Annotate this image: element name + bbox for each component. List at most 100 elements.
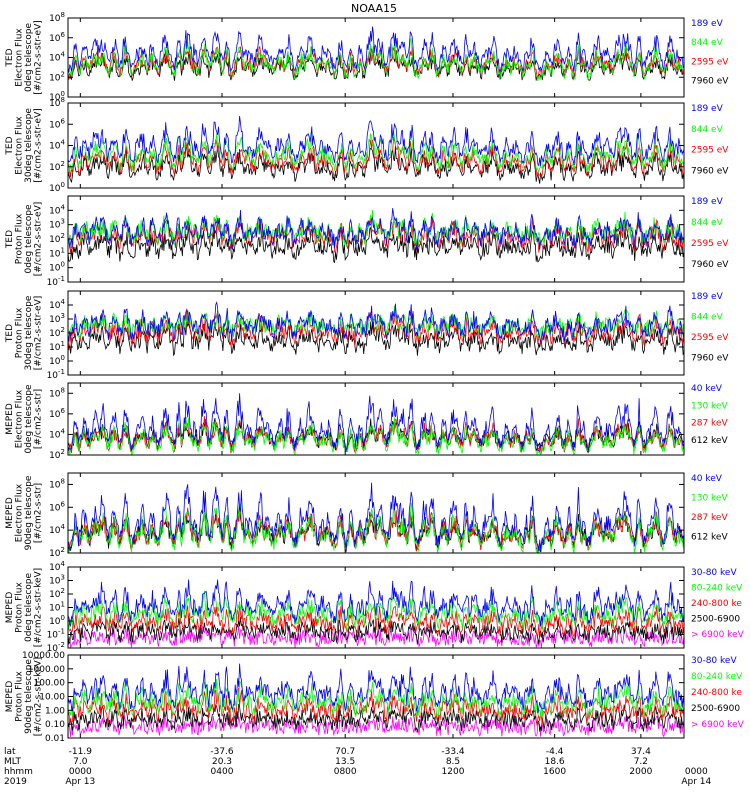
series-line-8-4 bbox=[68, 678, 684, 718]
y-tick-exponent: 2 bbox=[61, 448, 65, 456]
y-axis-label-line: Proton Flux bbox=[15, 582, 25, 633]
y-axis-label-line: 30deg telescope bbox=[24, 295, 34, 370]
y-tick-exponent: 0 bbox=[61, 90, 65, 98]
legend-entry: 40 keV bbox=[691, 474, 723, 484]
y-tick-exponent: 2 bbox=[61, 326, 65, 334]
legend-entry: 287 keV bbox=[691, 513, 728, 523]
x-tick-label-hhmm: 0800 bbox=[334, 767, 357, 777]
legend-entry: 30-80 keV bbox=[691, 568, 737, 578]
y-tick-label: 108 bbox=[49, 386, 65, 399]
y-tick-mantissa: 10 bbox=[49, 563, 61, 573]
y-tick-mantissa: 10 bbox=[49, 329, 61, 339]
y-tick-mantissa: 10 bbox=[49, 142, 61, 152]
y-tick-label: 100 bbox=[49, 90, 65, 103]
y-tick-label: 100 bbox=[49, 614, 65, 627]
series-line-4-1 bbox=[68, 321, 684, 357]
y-tick-exponent: 4 bbox=[61, 523, 66, 531]
legend-entry: 2500-6900 bbox=[691, 704, 740, 714]
y-tick-exponent: 4 bbox=[61, 139, 66, 147]
series-line-6-4 bbox=[68, 482, 684, 552]
y-tick-mantissa: 10 bbox=[49, 480, 61, 490]
y-tick-mantissa: 10 bbox=[49, 249, 61, 259]
y-tick-mantissa: 10 bbox=[49, 163, 61, 173]
legend-entry: 240-800 ke bbox=[691, 688, 742, 698]
series-line-4-2 bbox=[68, 308, 684, 350]
y-axis-label-line: [#/cm2-s-str-eV] bbox=[34, 20, 44, 95]
y-tick-label: 102 bbox=[49, 448, 65, 461]
y-axis-label-line: [#/cm2-s-str-eV] bbox=[34, 202, 44, 277]
y-tick-label: 102 bbox=[49, 587, 65, 600]
y-tick-exponent: 0 bbox=[61, 614, 65, 622]
y-axis-label-line: TED bbox=[5, 324, 15, 343]
y-tick-label: 108 bbox=[49, 11, 65, 24]
series-line-4-4 bbox=[68, 301, 684, 342]
panel-8: 0.010.101.0010.00100.001000.0010000.00ME… bbox=[5, 651, 745, 744]
y-tick-mantissa: 10 bbox=[49, 617, 61, 627]
y-tick-exponent: 4 bbox=[61, 298, 66, 306]
series-line-2-2 bbox=[68, 137, 684, 180]
y-axis-label: MEPEDProton Flux0deg telescope[#/cm2-s-s… bbox=[5, 568, 44, 647]
series-line-8-3 bbox=[68, 687, 684, 726]
x-row-label: MLT bbox=[4, 757, 22, 767]
x-tick-label-hhmm: 2000 bbox=[629, 767, 652, 777]
y-axis-label-line: MEPED bbox=[5, 592, 15, 624]
y-tick-label: 100 bbox=[49, 181, 65, 194]
y-tick-label: 1.00 bbox=[45, 706, 65, 716]
x-tick-label-mlt: 7.0 bbox=[73, 757, 88, 767]
panel-data bbox=[68, 301, 684, 357]
legend-entry: 189 eV bbox=[691, 292, 724, 302]
y-axis-label-line: Proton Flux bbox=[15, 213, 25, 264]
y-tick-exponent: 0 bbox=[61, 181, 65, 189]
y-tick-label: 103 bbox=[49, 218, 65, 231]
y-tick-exponent: 6 bbox=[61, 407, 66, 415]
y-tick-exponent: 2 bbox=[61, 587, 65, 595]
y-axis-label-line: TED bbox=[5, 136, 15, 155]
legend-entry: 844 eV bbox=[691, 38, 724, 48]
legend-entry: 7960 eV bbox=[691, 354, 729, 364]
y-axis-label-line: [#/cm2-s-str] bbox=[34, 483, 44, 543]
panel-frame bbox=[67, 472, 685, 554]
panel-frame bbox=[67, 382, 685, 456]
series-line-2-4 bbox=[68, 115, 684, 167]
y-axis-label-line: [#/cm2-s-str-keV] bbox=[34, 568, 44, 647]
legend-entry: 2595 eV bbox=[691, 239, 729, 249]
y-tick-exponent: 6 bbox=[61, 31, 66, 39]
y-axis-label-line: 30deg telescope bbox=[24, 108, 34, 183]
y-tick-label: 104 bbox=[49, 139, 65, 152]
y-tick-mantissa: 10 bbox=[49, 410, 61, 420]
y-tick-label: 103 bbox=[49, 574, 65, 587]
y-tick-exponent: 1 bbox=[61, 246, 65, 254]
legend-entry: 2595 eV bbox=[691, 333, 729, 343]
y-tick-exponent: 4 bbox=[61, 51, 66, 59]
y-tick-exponent: -1 bbox=[58, 368, 65, 376]
y-tick-exponent: 4 bbox=[61, 427, 66, 435]
y-axis-label-line: [#/cm2-s-str-keV] bbox=[34, 657, 44, 736]
y-tick-exponent: 1 bbox=[61, 340, 65, 348]
x-tick-label-lat: 70.7 bbox=[335, 747, 355, 757]
legend-entry: 844 eV bbox=[691, 125, 724, 135]
y-tick-exponent: 3 bbox=[61, 574, 65, 582]
legend-entry: 240-800 ke bbox=[691, 599, 742, 609]
y-tick-mantissa: 10 bbox=[49, 357, 61, 367]
x-tick-label-lat: 37.4 bbox=[631, 747, 651, 757]
legend-entry: 189 eV bbox=[691, 19, 724, 29]
legend-entry: > 6900 keV bbox=[691, 630, 745, 640]
y-axis-label-line: 0deg telescope bbox=[24, 384, 34, 454]
y-tick-label: 10-2 bbox=[47, 641, 65, 654]
y-tick-exponent: 1 bbox=[61, 601, 65, 609]
y-tick-label: 102 bbox=[49, 546, 65, 559]
y-axis-label-line: TED bbox=[5, 48, 15, 67]
series-line-5-1 bbox=[68, 418, 684, 454]
y-tick-exponent: -2 bbox=[58, 641, 65, 649]
legend-entry: 189 eV bbox=[691, 104, 724, 114]
y-tick-label: 100 bbox=[49, 354, 65, 367]
y-axis-label-line: 0deg telescope bbox=[24, 23, 34, 93]
panel-data bbox=[68, 482, 684, 553]
y-tick-mantissa: 10 bbox=[49, 264, 61, 274]
y-axis-label: TEDProton Flux30deg telescope[#/cm2-s-st… bbox=[5, 295, 44, 370]
legend-entry: > 6900 keV bbox=[691, 720, 745, 730]
y-tick-label: 0.01 bbox=[45, 734, 65, 744]
